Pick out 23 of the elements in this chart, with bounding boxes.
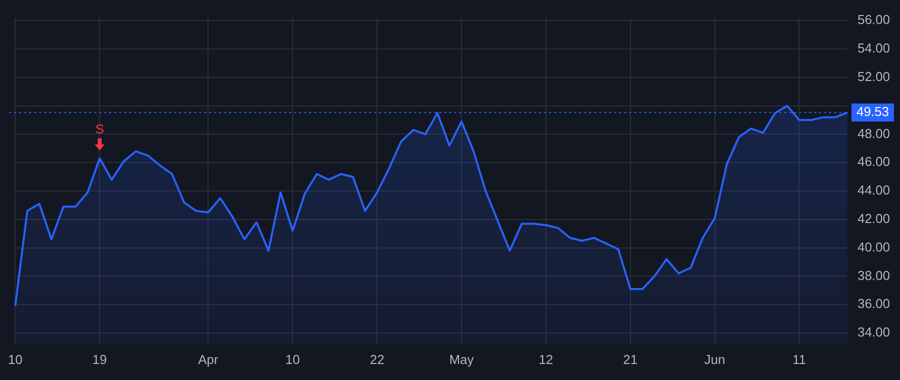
x-tick-label: Apr	[198, 352, 219, 367]
x-tick-label: 10	[8, 352, 22, 367]
x-tick-label: 22	[370, 352, 384, 367]
y-tick-label: 46.00	[857, 154, 890, 170]
annotation: S	[95, 121, 104, 136]
y-tick-label: 48.00	[857, 126, 890, 141]
x-tick-label: Jun	[704, 352, 726, 367]
y-tick-label: 40.00	[857, 239, 890, 254]
x-tick-label: May	[449, 352, 474, 367]
y-tick-label: 42.00	[857, 211, 890, 226]
x-tick-label: 10	[285, 352, 300, 367]
y-tick-label: 34.00	[857, 324, 890, 340]
y-tick-label: 44.00	[857, 182, 890, 198]
x-tick-label: 12	[538, 352, 554, 367]
x-tick-label: 19	[92, 352, 107, 367]
ref-line-label: 49.53	[856, 104, 890, 120]
y-tick-label: 56.00	[857, 12, 890, 28]
y-tick-label: 36.00	[857, 296, 890, 312]
x-tick-label: 11	[792, 352, 806, 367]
y-tick-label: 52.00	[857, 69, 890, 84]
y-tick-label: 54.00	[857, 40, 890, 56]
x-tick-label: 21	[623, 352, 638, 367]
y-tick-label: 38.00	[857, 268, 890, 283]
